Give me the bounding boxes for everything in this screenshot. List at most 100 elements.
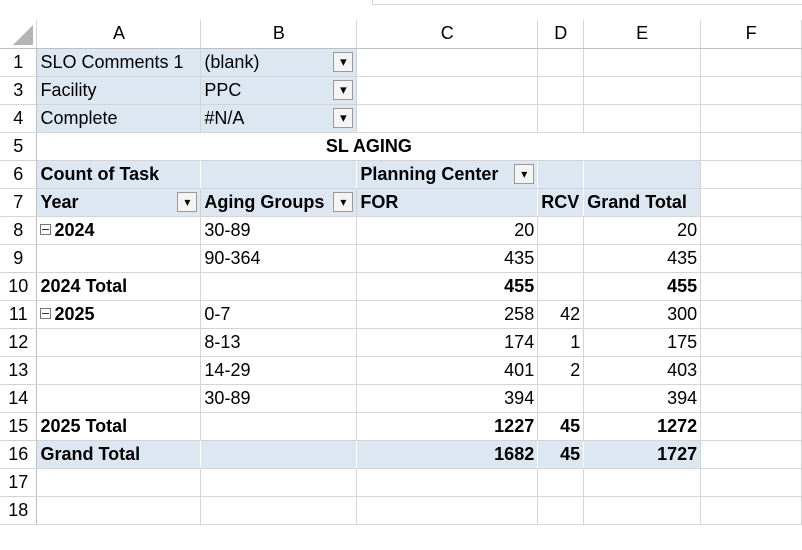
aging-group-cell[interactable]: 14-29 [200,356,358,385]
cell[interactable] [36,244,202,273]
cell[interactable] [700,440,802,469]
aging-group-cell[interactable]: 8-13 [200,328,358,357]
aging-group-cell[interactable]: 30-89 [200,216,358,245]
cell[interactable] [700,132,802,161]
rcv-value[interactable] [537,384,585,413]
subtotal-label[interactable]: 2024 Total [36,271,202,301]
row-field-header-year[interactable]: Year ▾ [36,188,202,217]
cell[interactable] [537,104,585,133]
rcv-value[interactable]: 2 [537,356,585,385]
minus-box-icon[interactable] [40,308,52,320]
row-header[interactable]: 16 [0,440,38,469]
cell[interactable] [700,496,802,525]
cell[interactable] [36,496,202,525]
aging-group-cell[interactable]: 90-364 [200,244,358,273]
funnel-dropdown-icon[interactable]: ▾ [333,79,354,100]
col-header-grand-total[interactable]: Grand Total [583,188,702,217]
row-header[interactable]: 9 [0,244,38,273]
cell[interactable] [700,384,802,413]
cell[interactable] [200,496,358,525]
for-value[interactable]: 174 [356,328,539,357]
year-cell[interactable]: 2025 [36,299,202,329]
cell[interactable] [700,216,802,245]
cell[interactable] [200,411,358,441]
row-header[interactable]: 1 [0,48,38,77]
cell[interactable] [356,48,539,77]
filter-value-cell[interactable]: #N/A ▾ [200,104,358,133]
grand-total-value[interactable]: 1727 [583,439,702,469]
cell[interactable] [700,48,802,77]
rcv-grand-total[interactable]: 45 [537,439,584,469]
aging-group-cell[interactable]: 0-7 [200,299,358,329]
cell[interactable] [583,48,702,77]
aging-group-cell[interactable]: 30-89 [200,384,358,413]
cell[interactable] [700,76,802,105]
chevron-down-icon[interactable]: ▾ [514,163,535,184]
filter-label-cell[interactable]: Facility [36,76,202,105]
row-header[interactable]: 3 [0,76,38,105]
row-header[interactable]: 7 [0,188,38,217]
total-subtotal[interactable]: 455 [583,271,702,301]
column-header-c[interactable]: C [356,20,539,49]
total-value[interactable]: 300 [583,299,702,329]
filter-value-cell[interactable]: PPC ▾ [200,76,358,105]
filter-value-cell[interactable]: (blank) ▾ [200,48,358,77]
row-header[interactable]: 4 [0,104,38,133]
cell[interactable] [356,496,539,525]
cell[interactable] [583,76,702,105]
cell[interactable] [537,496,585,525]
cell[interactable] [356,76,539,105]
cell[interactable] [537,160,584,189]
cell[interactable] [583,160,702,189]
value-field-label[interactable]: Count of Task [36,160,201,189]
row-header[interactable]: 11 [0,300,38,329]
total-value[interactable]: 403 [583,356,702,385]
total-value[interactable]: 435 [583,244,702,273]
total-value[interactable]: 394 [583,384,702,413]
total-subtotal[interactable]: 1272 [583,411,702,441]
rcv-value[interactable]: 1 [537,328,585,357]
cell[interactable] [700,244,802,273]
cell[interactable] [700,412,802,441]
cell[interactable] [36,356,202,385]
for-value[interactable]: 435 [356,244,539,273]
year-cell[interactable]: 2024 [36,216,202,245]
cell[interactable] [537,76,585,105]
funnel-dropdown-icon[interactable]: ▾ [333,107,354,128]
cell[interactable] [36,384,202,413]
column-field-header[interactable]: Planning Center ▾ [356,160,538,189]
for-subtotal[interactable]: 1227 [356,411,539,441]
column-header-a[interactable]: A [36,20,202,49]
col-header-rcv[interactable]: RCV [537,188,584,217]
row-header[interactable]: 15 [0,412,38,441]
total-value[interactable]: 20 [583,216,702,245]
cell[interactable] [700,104,802,133]
column-header-e[interactable]: E [583,20,702,49]
row-field-header-aging[interactable]: Aging Groups ▾ [200,188,358,217]
cell[interactable] [537,468,585,497]
rcv-value[interactable]: 42 [537,299,585,329]
cell[interactable] [700,356,802,385]
rcv-value[interactable] [537,244,585,273]
row-header[interactable]: 17 [0,468,38,497]
minus-box-icon[interactable] [40,224,52,236]
cell[interactable] [700,188,802,217]
for-subtotal[interactable]: 455 [356,271,539,301]
rcv-subtotal[interactable] [537,271,585,301]
row-header[interactable]: 12 [0,328,38,357]
column-header-d[interactable]: D [537,20,585,49]
cell[interactable] [537,48,585,77]
for-value[interactable]: 258 [356,299,539,329]
column-header-b[interactable]: B [200,20,358,49]
for-value[interactable]: 401 [356,356,539,385]
cell[interactable] [700,468,802,497]
chevron-down-icon[interactable]: ▾ [333,191,354,212]
rcv-subtotal[interactable]: 45 [537,411,585,441]
row-header[interactable]: 13 [0,356,38,385]
filter-label-cell[interactable]: Complete [36,104,202,133]
select-all-corner[interactable] [0,20,38,49]
grand-total-label[interactable]: Grand Total [36,439,201,469]
cell[interactable] [700,272,802,301]
cell[interactable] [583,468,702,497]
col-header-for[interactable]: FOR [356,188,538,217]
